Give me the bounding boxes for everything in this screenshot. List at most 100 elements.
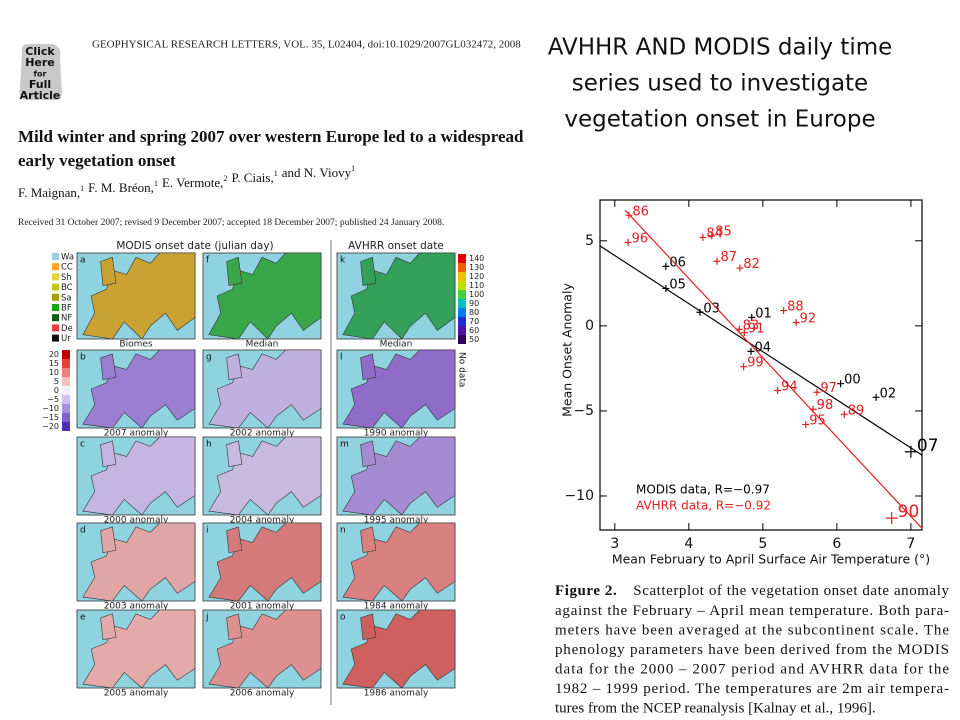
point [740,329,748,337]
point [747,347,755,355]
point-label: 96 [632,232,649,247]
journal-header: GEOPHYSICAL RESEARCH LETTERS, VOL. 35, L… [92,39,521,51]
panel-caption: Biomes [119,340,152,350]
colorbar-label: −20 [42,422,59,431]
point [792,318,800,326]
map-land [360,256,377,287]
point [837,380,845,388]
colorbar-label: 0 [54,386,59,395]
map-land [226,613,243,640]
legend-entry: MODIS data, R=−0.97 [636,483,770,497]
fit-line [599,245,923,456]
colorbar-cell [62,413,70,422]
map-land [342,436,456,516]
map-land [342,252,456,340]
panel-letter: i [206,526,209,536]
panel-caption: 2006 anomaly [230,689,295,699]
logo-text: Article [20,89,61,102]
panel-letter: k [340,256,346,266]
paper-title: early vegetation onset [18,151,176,170]
x-axis-label: Mean February to April Surface Air Tempe… [612,552,930,567]
caption-label: Figure 2. [555,583,617,599]
y-tick-label: 5 [585,233,594,249]
map-header: AVHRR onset date [348,240,444,252]
colorbar-label: 80 [469,308,479,317]
point-label: 89 [848,403,865,418]
colorbar-label: 15 [49,359,59,368]
map-land [82,436,196,516]
biome-code: Sa [61,293,72,303]
panel-caption: 2005 anomaly [104,689,169,699]
caption-text: Scatterplot of the vegetation onset date… [633,583,949,599]
colorbar-cell [458,254,466,263]
y-tick-label: −10 [564,488,594,504]
logo-badge [19,44,63,101]
x-tick-label: 4 [684,536,693,552]
biome-swatch [52,334,59,342]
colorbar-cell [458,290,466,299]
point [748,313,756,321]
panel-letter: n [340,526,346,536]
biome-code: BF [61,304,72,314]
point-label: 05 [669,277,686,292]
panel-letter: b [80,353,86,363]
author-affiliation: 2 [223,174,227,183]
panel-caption: 2002 anomaly [230,429,295,439]
panel-caption: 2000 anomaly [104,516,169,526]
panel-letter: a [80,256,86,266]
point-label: 91 [748,322,765,337]
colorbar-cell [62,377,70,386]
biome-swatch [52,293,59,301]
biome-code: Ur [61,334,71,344]
point-label: 01 [755,306,772,321]
point [813,388,821,396]
map-land [208,349,322,429]
colorbar-cell [458,326,466,335]
point [840,410,848,418]
biome-code: Wa [61,253,74,263]
point-label: 03 [703,301,720,316]
point-label: 95 [809,414,826,429]
point-label: 99 [747,356,764,371]
author-name: F. M. Bréon, [88,180,154,195]
map-header: MODIS onset date (julian day) [116,240,273,252]
map-land [342,522,456,602]
caption-line: data for the 2000 – 2007 period and AVHR… [555,661,949,677]
map-land [82,609,196,689]
colorbar-cell [62,395,70,404]
caption-line: against the February – April mean temper… [555,603,949,619]
biome-swatch [52,273,59,281]
colorbar-label: 70 [469,317,479,326]
map-land [208,609,322,689]
point-label: 07 [917,436,939,456]
point-label: 98 [817,398,834,413]
point-label: 86 [632,204,649,219]
author-affiliation: 1 [80,184,84,193]
panel-letter: f [206,256,210,266]
panel-letter: d [80,526,86,536]
point [624,239,632,247]
point-label: 97 [820,381,837,396]
panel-caption: Median [246,340,279,350]
point-label: 00 [844,373,861,388]
colorbar-label: 90 [469,299,479,308]
point-label: 04 [755,340,772,355]
point [740,363,748,371]
point-label: 82 [743,257,760,272]
map-land [226,353,243,380]
logo-text: Here [25,56,55,69]
colorbar-label: 110 [469,281,484,290]
point [735,325,743,333]
panel-caption: 2003 anomaly [104,602,169,612]
plot-frame [599,199,923,531]
logo-text: for [34,70,47,79]
map-land [208,252,322,340]
point [904,445,917,458]
map-land [100,526,117,553]
map-land [226,440,243,467]
legend-entry: AVHRR data, R=−0.92 [636,499,771,513]
colorbar-cell [458,281,466,290]
fit-line [624,209,923,529]
colorbar-cell [62,359,70,368]
author-name: E. Vermote, [162,175,224,190]
